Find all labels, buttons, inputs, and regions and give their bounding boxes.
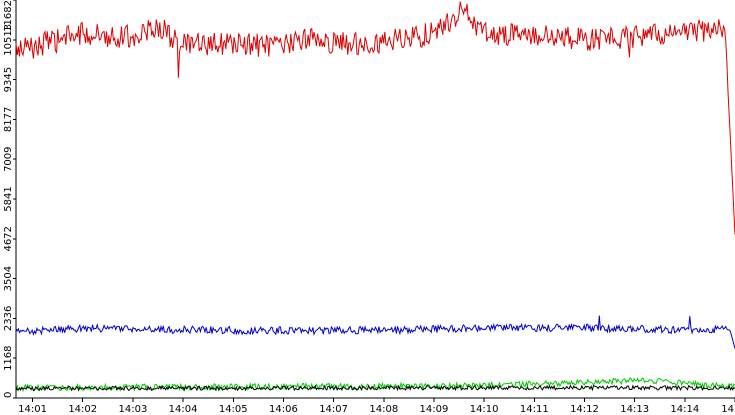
x-tick-label: 14 bbox=[721, 404, 734, 415]
y-tick-label: 7009 bbox=[3, 146, 14, 171]
x-tick-label: 14:04 bbox=[169, 404, 198, 415]
x-tick-label: 14:12 bbox=[570, 404, 599, 415]
x-tick-label: 14:11 bbox=[520, 404, 549, 415]
y-tick-label: 0 bbox=[3, 392, 14, 398]
y-tick-label: 4672 bbox=[3, 226, 14, 251]
x-tick-label: 14:10 bbox=[470, 404, 499, 415]
x-tick-label: 14:08 bbox=[369, 404, 398, 415]
series-line-1 bbox=[15, 1, 735, 235]
x-tick-label: 14:13 bbox=[620, 404, 649, 415]
y-tick-label: 8177 bbox=[3, 107, 14, 132]
x-tick-label: 14:14 bbox=[670, 404, 699, 415]
y-tick-label: 3504 bbox=[3, 266, 14, 291]
plot-area bbox=[15, 1, 735, 393]
x-tick-label: 14:06 bbox=[269, 404, 298, 415]
y-axis: 0 1168 2336 3504 4672 5841 7009 8177 9345 1051311… bbox=[3, 0, 17, 399]
x-axis: 14:01 14:02 14:03 14:04 14:05 14:06 14:07 14:08… bbox=[16, 397, 735, 415]
y-tick-label: 1168 bbox=[3, 345, 14, 370]
y-tick-label: 2336 bbox=[3, 306, 14, 331]
x-tick-label: 14:07 bbox=[319, 404, 348, 415]
x-tick-label: 14:03 bbox=[118, 404, 147, 415]
x-tick-label: 14:01 bbox=[18, 404, 47, 415]
y-tick-label: 9345 bbox=[3, 67, 14, 92]
y-tick-label: 11682 bbox=[3, 0, 14, 32]
series-line-2 bbox=[15, 315, 735, 349]
y-tick-label: 10513 bbox=[3, 24, 14, 56]
x-tick-label: 14:02 bbox=[68, 404, 97, 415]
series-line-4 bbox=[15, 384, 735, 392]
x-tick-label: 14:05 bbox=[219, 404, 248, 415]
x-tick-label: 14:09 bbox=[420, 404, 449, 415]
y-tick-label: 5841 bbox=[3, 186, 14, 211]
